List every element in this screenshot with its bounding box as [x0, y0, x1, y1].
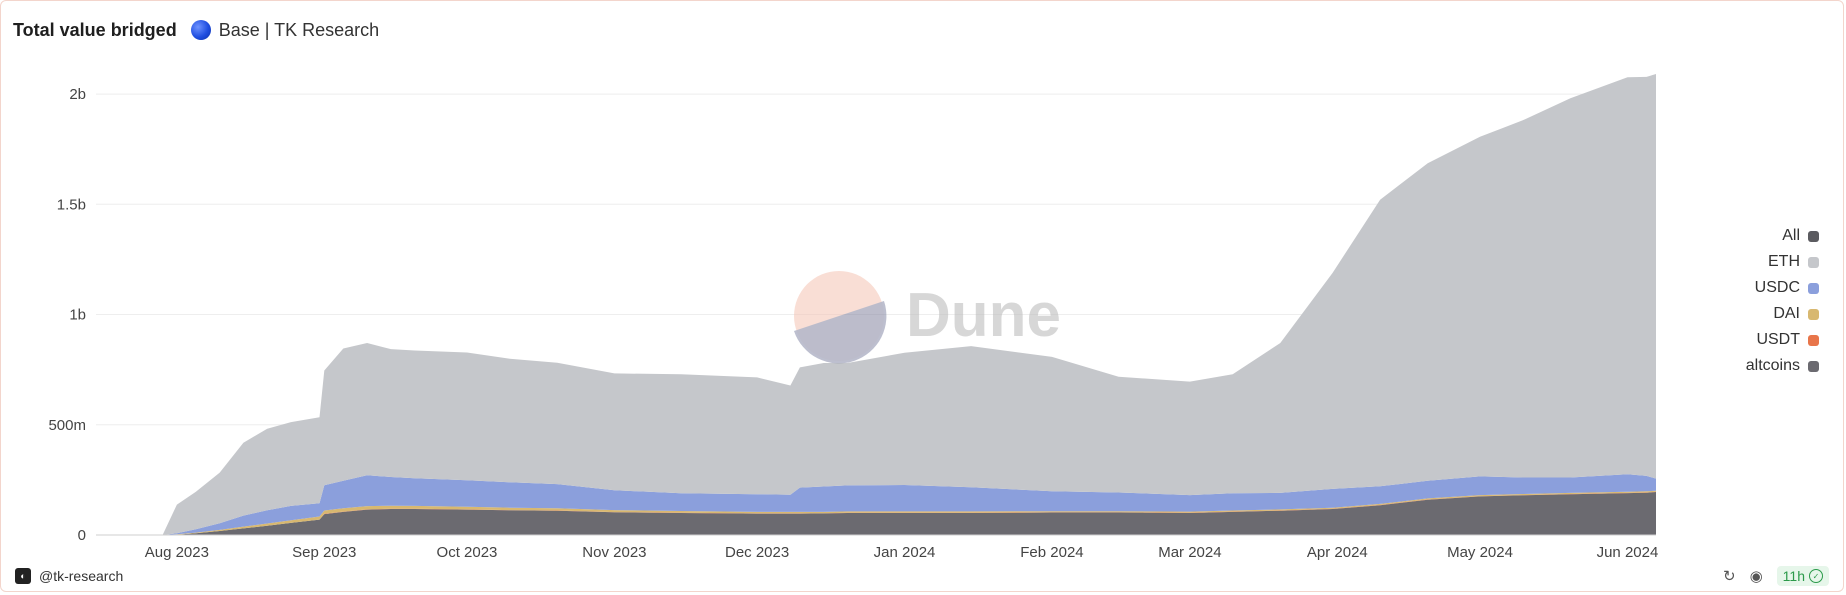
author-name: @tk-research — [39, 568, 124, 584]
y-tick-label: 1b — [69, 307, 86, 324]
query-label: Base | TK Research — [218, 19, 380, 40]
y-tick-label: 0 — [78, 527, 86, 544]
legend-item-usdt[interactable]: USDT — [1756, 331, 1819, 349]
x-tick-label: Jan 2024 — [874, 544, 936, 561]
y-tick-label: 2b — [69, 86, 86, 103]
legend-item-altcoins[interactable]: altcoins — [1746, 357, 1819, 375]
legend-label: USDC — [1754, 279, 1800, 296]
legend-label: All — [1782, 227, 1800, 244]
base-logo-icon — [190, 20, 211, 40]
legend-item-dai[interactable]: DAI — [1773, 305, 1819, 323]
x-tick-label: Mar 2024 — [1158, 544, 1221, 561]
y-tick-label: 1.5b — [57, 196, 86, 213]
legend-swatch — [1808, 308, 1819, 320]
x-tick-label: Jun 2024 — [1597, 544, 1659, 561]
y-tick-label: 500m — [48, 417, 86, 434]
chart-header: Total value bridged Base | TK Research — [13, 15, 379, 45]
author-avatar-icon: ◐ — [15, 568, 31, 584]
result-age-text: 11h — [1782, 568, 1805, 584]
legend-swatch — [1808, 334, 1819, 346]
author-tag[interactable]: ◐ @tk-research — [15, 568, 123, 584]
x-tick-label: Aug 2023 — [145, 544, 209, 561]
chart-title: Total value bridged — [13, 19, 177, 40]
area-altcoins — [96, 492, 1656, 535]
x-tick-label: Apr 2024 — [1307, 544, 1368, 561]
dune-watermark-text: Dune — [906, 281, 1061, 350]
legend-swatch — [1808, 282, 1819, 294]
x-tick-label: Oct 2023 — [437, 544, 498, 561]
legend-label: DAI — [1773, 305, 1800, 322]
legend-label: USDT — [1756, 331, 1800, 348]
legend-label: ETH — [1768, 253, 1800, 270]
legend-swatch — [1808, 360, 1819, 372]
legend-swatch — [1808, 230, 1819, 242]
dune-logo-shade — [794, 301, 887, 364]
area-dai — [96, 490, 1656, 535]
legend-label: altcoins — [1745, 357, 1800, 374]
result-age-badge[interactable]: 11h ✓ — [1776, 566, 1829, 586]
area-eth — [96, 74, 1656, 535]
camera-icon[interactable]: ◉ — [1749, 568, 1763, 585]
x-tick-label: Dec 2023 — [725, 544, 789, 561]
x-tick-label: Sep 2023 — [292, 544, 356, 561]
legend-item-eth[interactable]: ETH — [1768, 253, 1819, 271]
legend-item-all[interactable]: All — [1782, 227, 1819, 245]
chart-footer-actions: ↻ ◉ 11h ✓ — [1723, 566, 1829, 586]
x-tick-label: Feb 2024 — [1020, 544, 1083, 561]
chart-legend: All ETH USDC DAI USDT altcoins — [1746, 227, 1819, 375]
x-tick-label: Nov 2023 — [582, 544, 646, 561]
area-usdc — [96, 474, 1656, 535]
legend-item-usdc[interactable]: USDC — [1755, 279, 1819, 297]
query-link[interactable]: Base | TK Research — [190, 19, 380, 41]
dune-watermark: Dune — [794, 271, 1061, 364]
x-tick-label: May 2024 — [1447, 544, 1513, 561]
refresh-icon[interactable]: ↻ — [1723, 568, 1736, 585]
dune-logo-icon — [794, 271, 884, 361]
legend-swatch — [1808, 256, 1819, 268]
check-circle-icon: ✓ — [1809, 569, 1823, 583]
